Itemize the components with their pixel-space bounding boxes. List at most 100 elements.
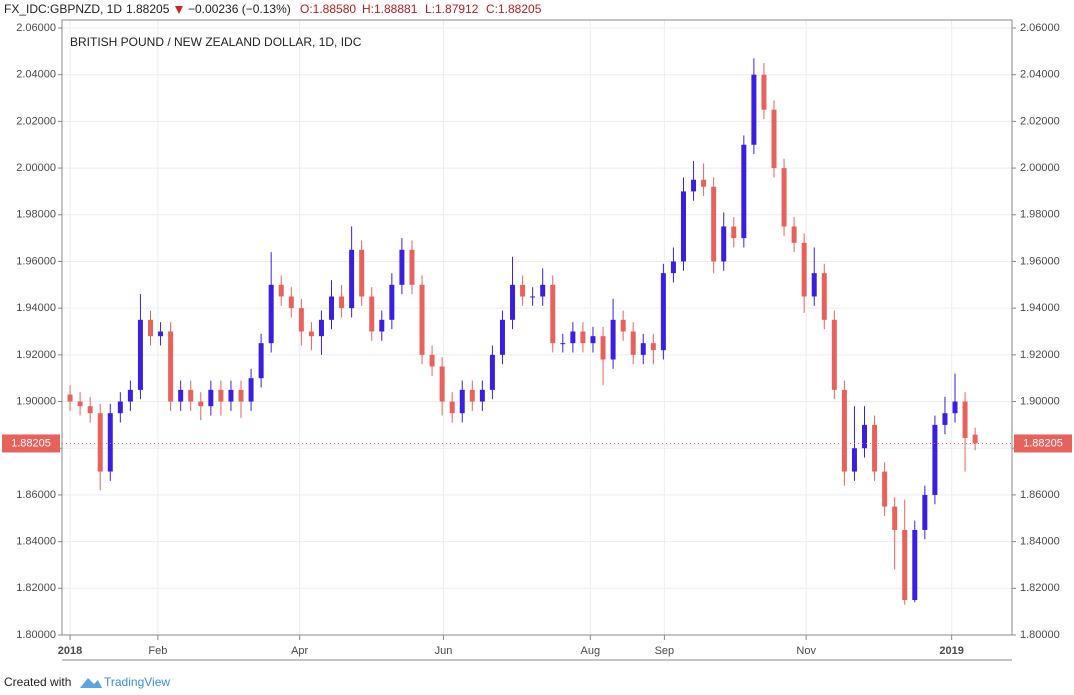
y-tick-label: 1.80000 <box>1020 629 1060 641</box>
candle-body <box>701 179 707 187</box>
candle-body <box>429 354 435 367</box>
header-change: −0.00236 (−0.13%) <box>188 2 291 16</box>
header-last: 1.88205 <box>126 2 170 16</box>
x-tick-label: Apr <box>291 645 308 657</box>
candle-body <box>721 226 727 262</box>
candle-body <box>67 394 73 402</box>
candle-body <box>691 179 697 192</box>
candle-body <box>801 242 807 297</box>
candle-body <box>168 331 174 402</box>
candle-body <box>248 378 254 402</box>
candle-body <box>158 331 164 337</box>
candle-body <box>892 506 898 530</box>
candle-body <box>781 168 787 227</box>
candle-body <box>811 273 817 297</box>
y-tick-label: 1.96000 <box>16 255 56 267</box>
y-tick-label: 2.00000 <box>1020 162 1060 174</box>
candle-body <box>630 331 636 355</box>
header-close: C:1.88205 <box>486 2 542 16</box>
price-label-box <box>2 434 60 453</box>
x-tick-label: 2018 <box>58 645 82 657</box>
candle-body <box>238 389 244 402</box>
candle-body <box>399 249 405 285</box>
candle-body <box>339 296 345 309</box>
candle-body <box>600 336 606 360</box>
x-tick-label: Jun <box>435 645 453 657</box>
candle-body <box>560 343 566 345</box>
candle-body <box>922 494 928 530</box>
footer-created: Created with <box>4 675 71 689</box>
candle-body <box>670 261 676 274</box>
x-tick-label: Nov <box>796 645 816 657</box>
candle-body <box>359 249 365 297</box>
x-tick-label: Aug <box>581 645 601 657</box>
candle-body <box>680 191 686 262</box>
candle-body <box>409 249 415 285</box>
candle-body <box>831 319 837 390</box>
candle-body <box>127 389 133 402</box>
candle-body <box>580 331 586 344</box>
header-low: L:1.87912 <box>425 2 479 16</box>
y-tick-label: 2.00000 <box>16 162 56 174</box>
tradingview-logo[interactable] <box>80 678 102 688</box>
candle-body <box>117 401 123 414</box>
candle-body <box>932 424 938 495</box>
candle-body <box>288 296 294 309</box>
candle-body <box>308 331 314 337</box>
y-tick-label: 1.98000 <box>16 209 56 221</box>
y-tick-label: 1.90000 <box>16 395 56 407</box>
candle-body <box>188 389 194 402</box>
candle-body <box>298 308 304 332</box>
y-tick-label: 1.92000 <box>1020 349 1060 361</box>
candle-body <box>499 319 505 355</box>
candle-body <box>198 401 204 407</box>
candle-body <box>761 74 767 110</box>
candle-body <box>489 354 495 390</box>
chart-title: BRITISH POUND / NEW ZEALAND DOLLAR, 1D, … <box>70 35 362 49</box>
header-symbol: FX_IDC:GBPNZD, 1D <box>4 2 122 16</box>
header-high: H:1.88881 <box>362 2 418 16</box>
candle-body <box>228 389 234 402</box>
price-label: 1.88205 <box>1023 437 1063 449</box>
candles <box>67 58 978 605</box>
candle-body <box>972 434 978 444</box>
candle-body <box>942 413 948 425</box>
down-arrow <box>175 6 183 14</box>
candle-body <box>439 366 445 402</box>
plot-frame <box>61 19 1013 636</box>
candle-body <box>862 424 868 449</box>
candle-body <box>952 401 958 414</box>
x-tick-label: Sep <box>655 645 675 657</box>
candle-body <box>731 226 737 239</box>
y-tick-label: 1.84000 <box>1020 536 1060 548</box>
candle-body <box>379 319 385 332</box>
price-label: 1.88205 <box>11 437 51 449</box>
y-tick-label: 2.06000 <box>16 22 56 34</box>
candle-body <box>107 413 113 472</box>
y-tick-label: 1.86000 <box>16 489 56 501</box>
candle-body <box>741 144 747 239</box>
candle-body <box>459 389 465 414</box>
footer-brand[interactable]: TradingView <box>104 675 170 689</box>
candle-body <box>550 284 556 344</box>
candle-body <box>510 284 516 320</box>
candle-body <box>369 296 375 332</box>
candle-body <box>318 319 324 337</box>
candle-body <box>77 401 83 407</box>
candle-body <box>660 273 666 351</box>
candle-body <box>449 401 455 414</box>
y-tick-label: 1.84000 <box>16 536 56 548</box>
candle-body <box>178 389 184 402</box>
candle-body <box>711 186 717 262</box>
candle-body <box>620 319 626 332</box>
y-tick-label: 1.82000 <box>16 582 56 594</box>
y-tick-label: 1.80000 <box>16 629 56 641</box>
header-open: O:1.88580 <box>300 2 356 16</box>
y-tick-label: 1.92000 <box>16 349 56 361</box>
candle-body <box>912 529 918 600</box>
candle-body <box>329 296 335 320</box>
candle-body <box>218 389 224 402</box>
candle-body <box>258 343 264 379</box>
candle-body <box>87 406 93 414</box>
